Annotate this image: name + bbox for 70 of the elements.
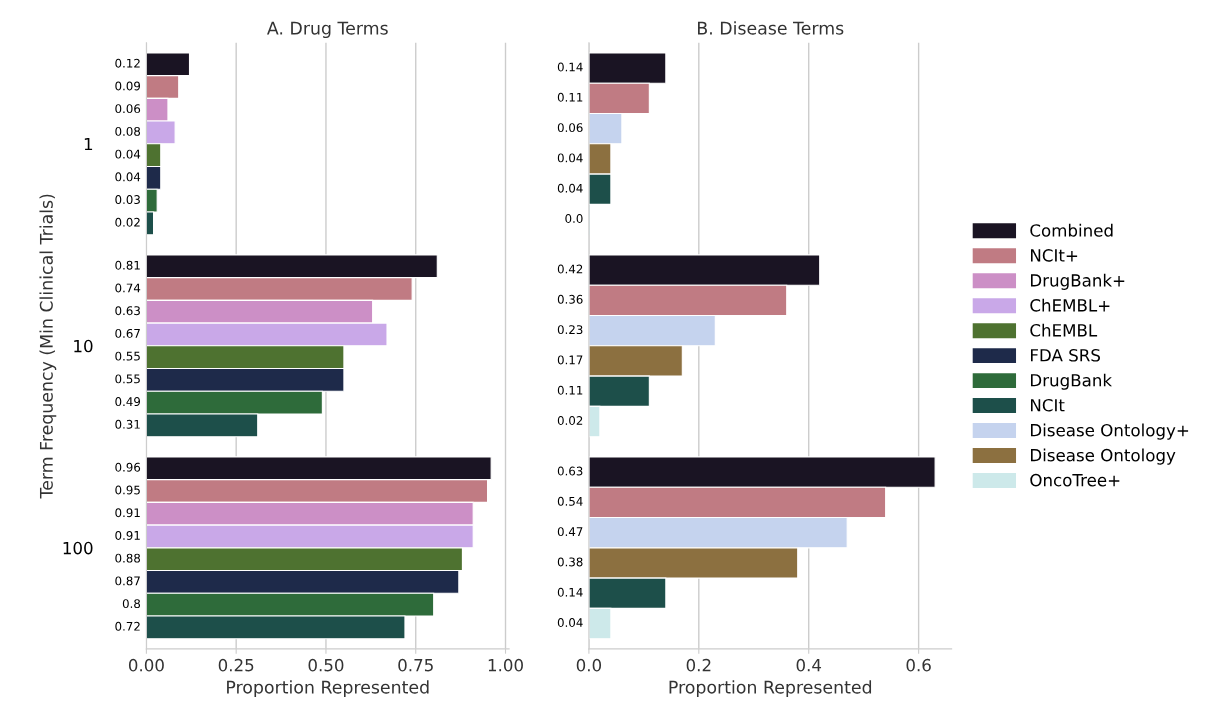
- x-tick-label: 0.00: [128, 658, 164, 672]
- data-label: 0.04: [115, 149, 141, 159]
- data-label: 0.23: [557, 325, 583, 335]
- data-label: 0.0: [565, 214, 583, 223]
- data-label: 0.96: [115, 462, 141, 472]
- x-tick-label: 0.4: [796, 658, 822, 672]
- data-label: 0.88: [115, 553, 141, 563]
- x-tick-label: 0.2: [686, 658, 711, 672]
- data-label: 0.63: [115, 306, 140, 316]
- data-label: 0.49: [115, 397, 141, 407]
- data-label: 0.11: [557, 92, 583, 102]
- data-label: 0.17: [557, 355, 583, 365]
- data-label: 0.31: [115, 419, 140, 429]
- legend-label: ChEMBL: [1030, 323, 1098, 337]
- legend-label: Disease Ontology: [1031, 448, 1176, 465]
- data-label: 0.87: [115, 576, 140, 586]
- data-label: 0.55: [115, 351, 140, 361]
- data-label: 0.04: [557, 618, 583, 627]
- data-label: 0.08: [115, 126, 141, 136]
- data-label: 0.04: [557, 183, 583, 193]
- data-label: 0.06: [557, 123, 583, 133]
- data-label: 0.03: [115, 195, 140, 205]
- data-label: 0.14: [557, 587, 583, 597]
- y-tick-label: 10: [74, 339, 93, 353]
- chart-title: B. Disease Terms: [698, 21, 844, 35]
- data-label: 0.63: [557, 466, 583, 476]
- data-label: 0.8: [122, 599, 141, 609]
- data-label: 0.36: [557, 294, 583, 304]
- legend-label: NCIt+: [1031, 249, 1078, 262]
- data-label: 0.11: [557, 385, 583, 395]
- data-label: 0.02: [115, 217, 140, 227]
- data-label: 0.55: [115, 374, 140, 384]
- legend-label: DrugBank+: [1031, 273, 1125, 290]
- legend-label: DrugBank: [1031, 373, 1113, 390]
- legend-label: NCIt: [1031, 398, 1065, 412]
- y-axis-title: Term Frequency (Min Clinical Trials): [39, 194, 57, 499]
- data-label: 0.72: [115, 621, 140, 631]
- data-label: 0.74: [115, 283, 141, 293]
- data-label: 0.02: [557, 416, 583, 425]
- data-label: 0.14: [557, 62, 583, 72]
- data-label: 0.38: [557, 557, 583, 567]
- data-label: 0.91: [115, 530, 140, 540]
- data-label: 0.81: [115, 260, 140, 270]
- x-tick-label: 0.50: [308, 658, 344, 672]
- data-label: 0.04: [557, 153, 583, 163]
- data-label: 0.91: [115, 508, 140, 518]
- x-tick-label: 0.25: [218, 658, 254, 672]
- data-label: 0.42: [557, 264, 583, 274]
- data-label: 0.09: [115, 81, 141, 91]
- legend-label: ChEMBL+: [1030, 298, 1110, 312]
- data-label: 0.04: [115, 172, 141, 182]
- x-axis-title: Proportion Represented: [227, 680, 429, 698]
- legend-label: Combined: [1030, 223, 1113, 237]
- x-tick-label: 0.75: [398, 658, 433, 672]
- chart-title: A. Drug Terms: [267, 21, 388, 39]
- data-label: 0.12: [115, 58, 140, 68]
- x-axis-title: Proportion Represented: [669, 680, 872, 698]
- x-tick-label: 0.0: [576, 658, 602, 672]
- data-label: 0.47: [557, 527, 583, 537]
- y-tick-label: 100: [63, 541, 93, 555]
- data-label: 0.06: [115, 104, 141, 114]
- legend-label: Disease Ontology+: [1031, 423, 1189, 440]
- data-label: 0.67: [115, 328, 140, 338]
- x-tick-label: 0.6: [906, 658, 931, 672]
- y-tick-label: 1: [84, 137, 93, 151]
- data-label: 0.95: [115, 485, 140, 495]
- data-label: 0.54: [557, 496, 583, 506]
- x-tick-label: 1.00: [488, 658, 523, 672]
- legend-label: FDA SRS: [1031, 348, 1101, 362]
- legend-label: OncoTree+: [1030, 473, 1120, 487]
